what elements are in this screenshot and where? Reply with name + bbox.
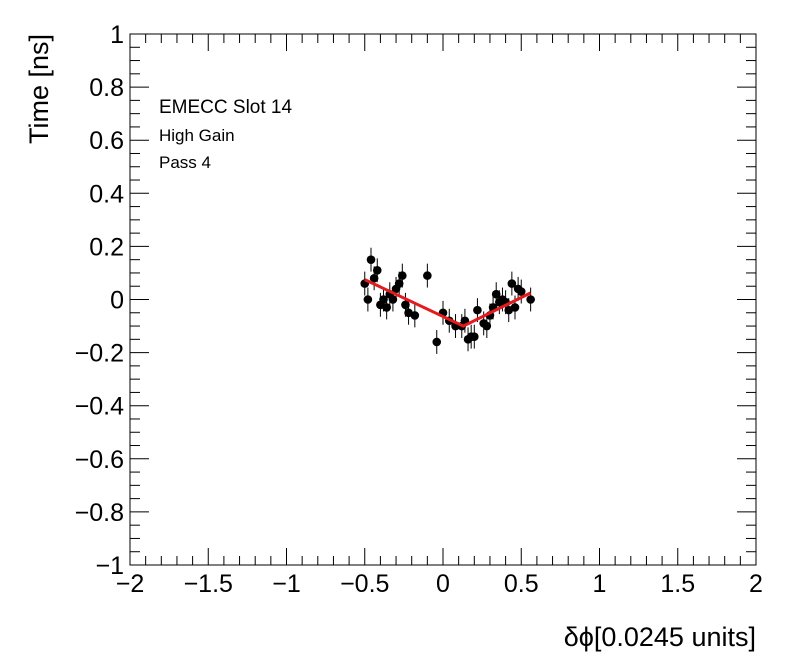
x-tick-label: −1	[272, 570, 301, 598]
x-tick-label: 2	[749, 570, 763, 598]
x-tick-label: 0.5	[504, 570, 539, 598]
data-point	[369, 273, 379, 283]
data-point	[388, 295, 398, 304]
data-point	[398, 271, 407, 280]
data-point	[363, 295, 373, 304]
y-tick-label: 0.8	[89, 74, 124, 102]
y-tick-label: −0.6	[75, 446, 124, 474]
annotation-slot: EMECC Slot 14	[159, 97, 292, 118]
y-axis-title: Time [ns]	[24, 34, 54, 144]
data-point	[366, 255, 376, 264]
data-point	[401, 300, 410, 310]
x-tick-label: −1.5	[184, 570, 233, 598]
data-point	[423, 271, 432, 280]
y-tick-label: 0.6	[89, 127, 124, 155]
axis-ticks	[129, 33, 757, 566]
data-point	[473, 305, 482, 315]
data-point	[510, 303, 520, 312]
y-tick-label: 0.2	[89, 233, 124, 261]
data-point	[491, 289, 501, 299]
annotation-pass: Pass 4	[159, 153, 211, 172]
x-tick-label: −2	[116, 570, 145, 598]
data-point	[372, 265, 382, 275]
y-tick-label: −0.4	[75, 393, 124, 421]
y-tick-label: −0.2	[75, 340, 124, 368]
y-tick-label: −1	[95, 552, 124, 580]
data-point	[379, 295, 388, 304]
data-point	[470, 332, 479, 341]
data-points	[360, 247, 535, 354]
y-tick-label: 0.4	[89, 180, 124, 208]
data-point	[410, 311, 420, 320]
x-tick-label: −0.5	[340, 570, 389, 598]
data-point	[394, 279, 404, 288]
data-point	[507, 279, 517, 288]
data-point	[516, 287, 526, 296]
x-axis-title: δϕ[0.0245 units]	[564, 622, 756, 652]
annotation-gain: High Gain	[159, 126, 235, 145]
x-tick-labels: −2 −1.5 −1 −0.5 0 0.5 1 1.5 2	[116, 570, 763, 598]
x-tick-label: 1	[593, 570, 607, 598]
y-tick-label: −0.8	[75, 499, 124, 527]
x-tick-label: 0	[436, 570, 450, 598]
fit-line	[364, 278, 532, 328]
x-tick-label: 1.5	[660, 570, 695, 598]
data-point	[382, 303, 391, 312]
y-tick-labels: −1 −0.8 −0.6 −0.4 −0.2 0 0.2 0.4 0.6 0.8 1	[75, 21, 124, 580]
data-point	[482, 321, 492, 331]
data-point	[432, 337, 442, 347]
data-point	[526, 295, 535, 304]
y-tick-label: 0	[110, 287, 124, 315]
y-tick-label: 1	[110, 21, 124, 49]
